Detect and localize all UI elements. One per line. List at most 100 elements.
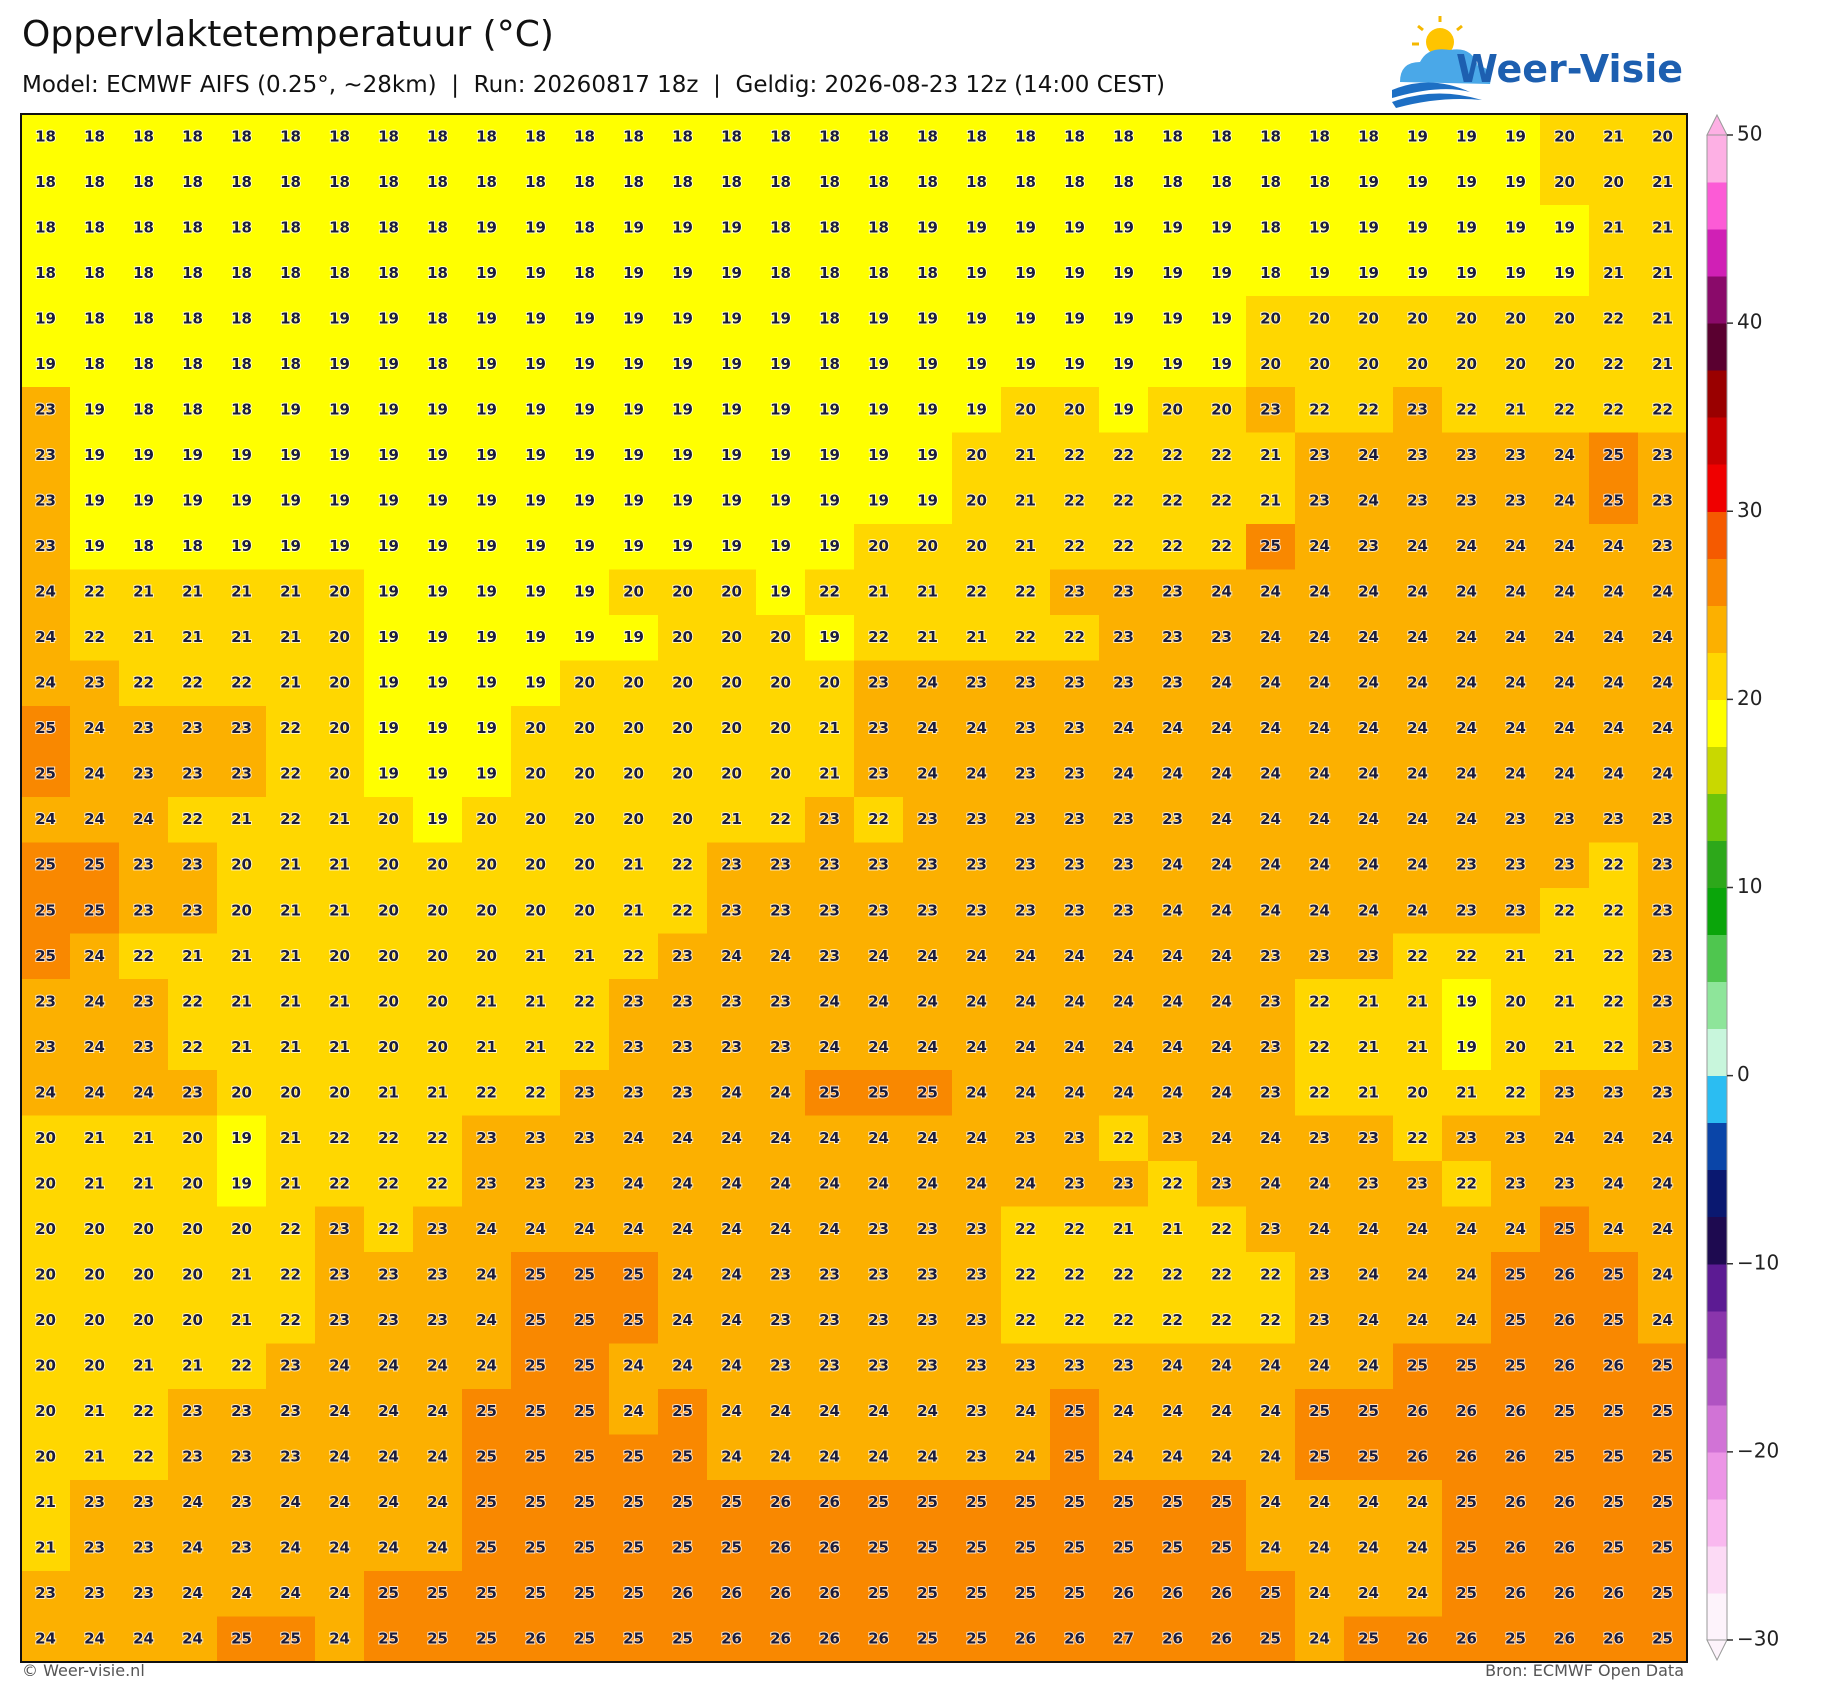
temperature-cell (1246, 1024, 1296, 1071)
temperature-cell (903, 296, 953, 343)
temperature-cell (315, 888, 365, 935)
temperature-cell (1589, 250, 1639, 297)
temperature-value: 23 (1113, 1357, 1134, 1375)
temperature-cell (315, 205, 365, 252)
temperature-value: 19 (574, 400, 595, 418)
temperature-value: 18 (84, 264, 105, 282)
temperature-value: 23 (1113, 583, 1134, 601)
temperature-cell (1197, 341, 1247, 388)
temperature-cell (1197, 387, 1247, 434)
temperature-value: 24 (1309, 1493, 1330, 1511)
temperature-value: 24 (1309, 810, 1330, 828)
temperature-value: 24 (280, 1539, 301, 1557)
temperature-value: 18 (966, 127, 987, 145)
temperature-value: 20 (231, 856, 252, 874)
temperature-value: 26 (721, 1630, 742, 1648)
temperature-cell (315, 387, 365, 434)
temperature-cell (364, 114, 414, 161)
temperature-cell (511, 751, 561, 798)
temperature-value: 25 (35, 719, 56, 737)
temperature-value: 24 (1407, 765, 1428, 783)
temperature-value: 26 (672, 1584, 693, 1602)
temperature-value: 19 (623, 309, 644, 327)
temperature-cell (462, 1024, 512, 1071)
temperature-value: 20 (427, 856, 448, 874)
temperature-value: 24 (1456, 537, 1477, 555)
temperature-value: 20 (672, 719, 693, 737)
temperature-cell (1099, 205, 1149, 252)
temperature-value: 21 (819, 719, 840, 737)
temperature-value: 18 (525, 173, 546, 191)
temperature-value: 24 (1554, 628, 1575, 646)
temperature-cell (1540, 979, 1590, 1026)
temperature-cell (119, 888, 169, 935)
temperature-cell (756, 842, 806, 889)
temperature-value: 25 (574, 1539, 595, 1557)
temperature-value: 20 (427, 1038, 448, 1056)
temperature-cell (854, 523, 904, 570)
temperature-value: 23 (574, 1174, 595, 1192)
temperature-cell (70, 523, 120, 570)
temperature-cell (1148, 341, 1198, 388)
temperature-value: 18 (1211, 173, 1232, 191)
temperature-value: 25 (1064, 1539, 1085, 1557)
temperature-value: 23 (819, 901, 840, 919)
temperature-cell (217, 1024, 267, 1071)
temperature-value: 24 (476, 1220, 497, 1238)
temperature-value: 25 (917, 1539, 938, 1557)
temperature-value: 24 (966, 765, 987, 783)
temperature-cell (168, 478, 218, 525)
temperature-cell (266, 159, 316, 206)
temperature-cell (756, 933, 806, 980)
temperature-value: 18 (133, 537, 154, 555)
temperature-value: 24 (623, 1220, 644, 1238)
temperature-value: 20 (525, 901, 546, 919)
temperature-value: 26 (1603, 1630, 1624, 1648)
temperature-cell (168, 1070, 218, 1117)
temperature-value: 19 (868, 355, 889, 373)
temperature-value: 20 (770, 765, 791, 783)
temperature-value: 18 (133, 173, 154, 191)
temperature-cell (854, 888, 904, 935)
temperature-cell (1001, 523, 1051, 570)
temperature-cell (70, 933, 120, 980)
temperature-value: 18 (35, 173, 56, 191)
temperature-cell (609, 159, 659, 206)
temperature-value: 25 (35, 765, 56, 783)
temperature-cell (217, 250, 267, 297)
temperature-value: 22 (280, 765, 301, 783)
temperature-value: 23 (868, 765, 889, 783)
temperature-value: 23 (1260, 1220, 1281, 1238)
colorbar-segment (1707, 182, 1727, 230)
temperature-value: 22 (1603, 901, 1624, 919)
temperature-value: 19 (819, 537, 840, 555)
temperature-cell (609, 341, 659, 388)
temperature-value: 25 (525, 1584, 546, 1602)
temperature-value: 22 (1015, 583, 1036, 601)
temperature-cell (1638, 796, 1688, 844)
temperature-cell (1540, 569, 1590, 616)
temperature-cell (364, 751, 414, 798)
temperature-cell (217, 523, 267, 570)
temperature-cell (658, 250, 708, 297)
temperature-value: 18 (819, 264, 840, 282)
temperature-value: 23 (35, 1038, 56, 1056)
temperature-value: 19 (476, 628, 497, 646)
temperature-value: 22 (1309, 992, 1330, 1010)
temperature-value: 20 (623, 674, 644, 692)
temperature-cell (21, 705, 71, 753)
temperature-value: 24 (868, 947, 889, 965)
temperature-value: 23 (1064, 856, 1085, 874)
temperature-cell (413, 296, 463, 343)
temperature-value: 24 (1260, 1539, 1281, 1557)
temperature-value: 23 (917, 901, 938, 919)
temperature-cell (119, 796, 169, 844)
temperature-value: 24 (1505, 537, 1526, 555)
temperature-cell (1491, 569, 1541, 616)
temperature-cell (21, 569, 71, 616)
temperature-value: 23 (1309, 1266, 1330, 1284)
temperature-value: 23 (1358, 1129, 1379, 1147)
temperature-value: 20 (1162, 400, 1183, 418)
temperature-value: 26 (1554, 1493, 1575, 1511)
